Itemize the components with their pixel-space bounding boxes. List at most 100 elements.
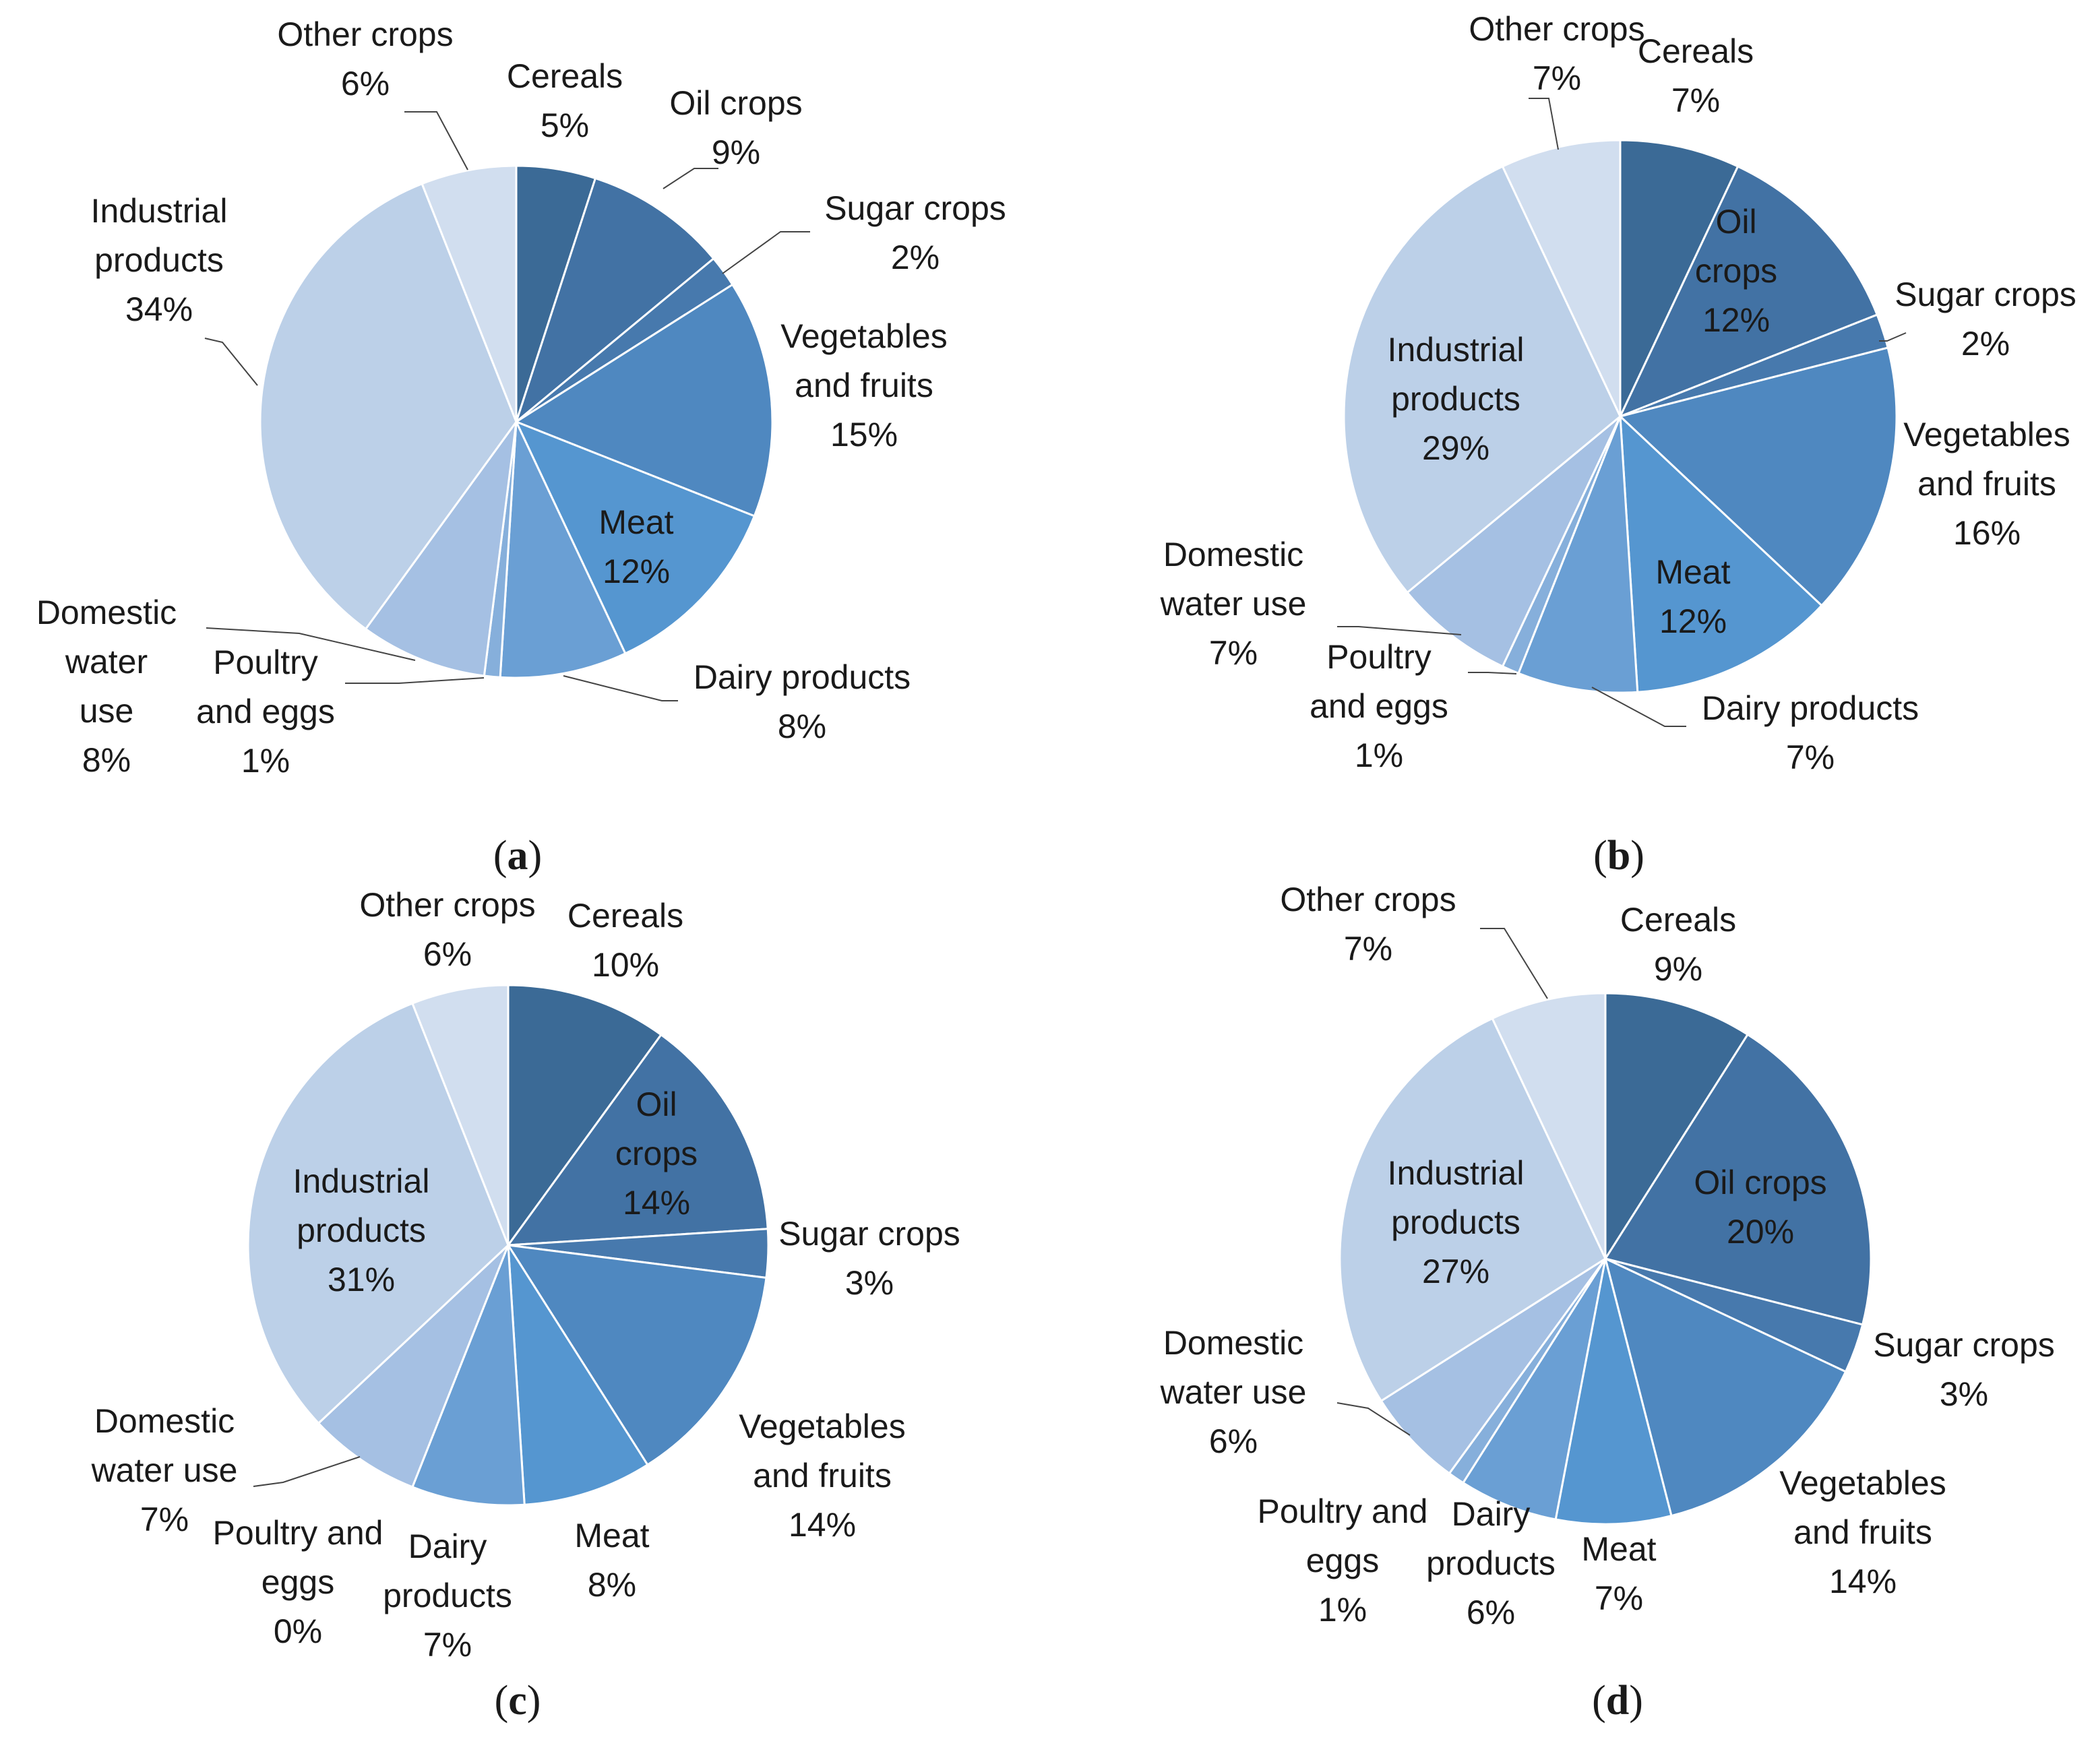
slice-domestic-water-use[interactable] <box>317 1244 510 1488</box>
slice-meat[interactable] <box>514 420 756 655</box>
data-label-other-crops: Other crops 7% <box>1280 881 1456 968</box>
leader-line-other-crops <box>404 111 468 170</box>
data-label-line: 7% <box>140 1501 189 1538</box>
slice-domestic-water-use[interactable] <box>1405 415 1622 668</box>
data-label-line: Oil <box>1715 203 1756 241</box>
data-label-domestic-water-use: Domestic water use 7% <box>91 1402 238 1538</box>
data-label-line: 9% <box>1654 950 1702 988</box>
data-label-line: 8% <box>588 1566 636 1604</box>
data-label-line: 7% <box>1533 59 1581 97</box>
slice-vegetables-and-fruits[interactable] <box>514 283 774 517</box>
slice-other-crops[interactable] <box>410 984 510 1246</box>
data-label-line: 1% <box>241 742 290 780</box>
slice-other-crops[interactable] <box>1501 139 1622 417</box>
data-label-line: water <box>65 643 148 681</box>
data-label-line: Dairy <box>1452 1495 1531 1533</box>
slice-industrial-products[interactable] <box>1339 1017 1607 1403</box>
data-label-poultry-and-eggs: Poultry and eggs 1% <box>1310 638 1448 774</box>
slice-dairy-products[interactable] <box>1461 1258 1607 1521</box>
data-label-line: 2% <box>891 239 940 276</box>
slice-oil-crops[interactable] <box>1603 1033 1872 1326</box>
leader-line-domestic-water-use <box>206 627 416 661</box>
data-label-line: crops <box>1695 252 1777 290</box>
data-label-line: Cereals <box>567 897 683 935</box>
slice-other-crops[interactable] <box>1491 992 1607 1259</box>
slice-domestic-water-use[interactable] <box>364 421 518 677</box>
slice-cereals[interactable] <box>507 984 663 1249</box>
leader-line-dairy-products <box>563 675 678 701</box>
data-label-oil-crops: Oil crops 14% <box>615 1085 698 1222</box>
data-label-line: and fruits <box>1917 465 2056 503</box>
data-label-line: Oil crops <box>1694 1164 1826 1201</box>
slice-oil-crops[interactable] <box>505 1033 769 1247</box>
slice-oil-crops[interactable] <box>1618 165 1879 418</box>
slice-vegetables-and-fruits[interactable] <box>506 1244 768 1466</box>
slice-domestic-water-use[interactable] <box>1380 1257 1607 1475</box>
data-label-industrial-products: Industrial products 27% <box>1388 1154 1525 1290</box>
panel-label-c: (c) <box>495 1678 541 1724</box>
data-label-dairy-products: Dairy products 6% <box>1426 1495 1556 1631</box>
slice-vegetables-and-fruits[interactable] <box>1603 1257 1847 1517</box>
slice-meat[interactable] <box>1619 414 1824 693</box>
data-label-dairy-products: Dairy products 8% <box>694 658 911 745</box>
data-label-line: Industrial <box>1388 331 1525 369</box>
data-label-meat: Meat 12% <box>1655 553 1730 640</box>
data-label-line: Industrial <box>293 1162 430 1200</box>
slice-dairy-products[interactable] <box>1517 416 1639 694</box>
data-label-line: 7% <box>1671 82 1720 119</box>
data-label-line: Domestic <box>94 1402 235 1440</box>
data-label-line: water use <box>91 1451 238 1489</box>
data-label-line: Other crops <box>277 15 453 53</box>
data-label-line: 14% <box>623 1184 690 1222</box>
data-label-line: 15% <box>830 416 898 453</box>
data-label-line: 31% <box>328 1261 395 1298</box>
data-label-line: Dairy products <box>694 658 911 696</box>
slice-cereals[interactable] <box>1619 139 1740 417</box>
data-label-sugar-crops: Sugar crops 3% <box>778 1215 960 1302</box>
leader-line-oil-crops <box>663 168 718 189</box>
data-label-vegetables-and-fruits: Vegetables and fruits 14% <box>1779 1464 1946 1600</box>
slice-other-crops[interactable] <box>421 164 518 422</box>
slice-vegetables-and-fruits[interactable] <box>1618 346 1898 607</box>
data-label-line: Oil crops <box>669 84 802 122</box>
data-label-line: 12% <box>1702 301 1770 339</box>
data-label-line: 12% <box>1659 602 1727 640</box>
data-label-vegetables-and-fruits: Vegetables and fruits 15% <box>780 317 947 453</box>
data-label-line: Dairy <box>408 1527 487 1565</box>
slice-dairy-products[interactable] <box>499 421 627 679</box>
slice-cereals[interactable] <box>1604 992 1750 1263</box>
data-label-line: crops <box>615 1135 698 1172</box>
data-label-line: Industrial <box>1388 1154 1525 1192</box>
data-label-line: Other crops <box>1280 881 1456 918</box>
data-label-line: 7% <box>423 1626 472 1664</box>
slice-oil-crops[interactable] <box>514 177 715 425</box>
data-label-line: and fruits <box>795 367 933 404</box>
data-label-other-crops: Other crops 6% <box>359 886 535 973</box>
data-label-line: eggs <box>262 1563 334 1601</box>
data-label-line: Sugar crops <box>824 189 1006 227</box>
data-label-line: 27% <box>1422 1253 1489 1290</box>
data-label-line: Cereals <box>1620 901 1736 939</box>
data-label-line: Meat <box>574 1517 649 1554</box>
data-label-oil-crops: Oil crops 12% <box>1695 203 1777 339</box>
data-label-poultry-and-eggs: Poultry and eggs 1% <box>1258 1492 1428 1629</box>
pie-chart-c: Cereals 10% Oil crops 14% Sugar crops 3% Vegeta… <box>91 886 960 1664</box>
data-label-line: Dairy products <box>1702 689 1919 727</box>
data-label-domestic-water-use: Domestic water use 6% <box>1160 1324 1307 1460</box>
data-label-vegetables-and-fruits: Vegetables and fruits 14% <box>739 1408 905 1544</box>
slice-meat[interactable] <box>507 1245 649 1506</box>
leader-line-other-crops <box>1480 928 1548 999</box>
data-label-line: water use <box>1160 1373 1307 1411</box>
data-label-vegetables-and-fruits: Vegetables and fruits 16% <box>1903 416 2070 552</box>
slice-dairy-products[interactable] <box>410 1245 526 1507</box>
slice-meat[interactable] <box>1554 1258 1673 1525</box>
panel-label-b: (b) <box>1593 833 1644 879</box>
data-label-sugar-crops: Sugar crops 2% <box>1895 276 2076 363</box>
data-label-line: 20% <box>1727 1213 1794 1251</box>
slice-industrial-products[interactable] <box>247 1002 510 1425</box>
slice-industrial-products[interactable] <box>1343 165 1622 594</box>
data-label-line: Domestic <box>1163 1324 1303 1362</box>
data-label-industrial-products: Industrial products 31% <box>293 1162 430 1298</box>
slice-industrial-products[interactable] <box>259 182 518 631</box>
